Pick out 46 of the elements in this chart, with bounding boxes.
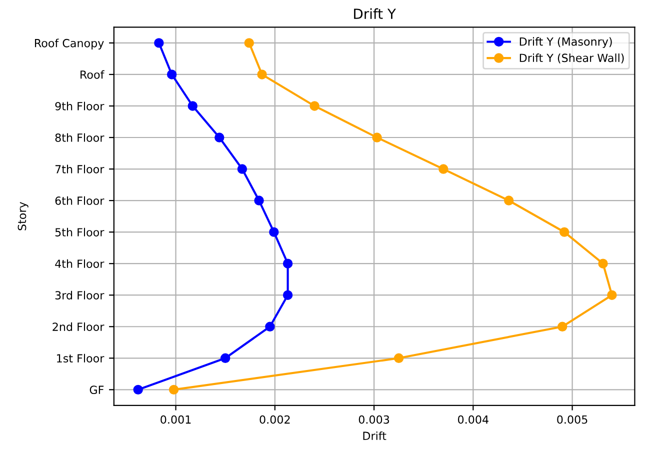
y-tick-label: 9th Floor <box>55 102 104 110</box>
x-tick-label: 0.005 <box>557 415 588 424</box>
point <box>214 132 224 142</box>
y-tick-label: 2nd Floor <box>52 322 104 332</box>
point <box>220 353 230 364</box>
point <box>166 70 177 80</box>
y-axis-title: Story <box>18 202 28 230</box>
legend-label: Drift Y (Masonry) <box>520 37 612 48</box>
y-tick-label: 6th Floor <box>55 196 104 205</box>
point <box>558 322 568 332</box>
y-tick-label: 4th Floor <box>55 259 104 268</box>
legend-label: Drift Y (Shear Wall) <box>520 53 624 64</box>
point <box>265 322 275 332</box>
x-tick-label: 0.002 <box>260 415 290 424</box>
point <box>188 101 198 111</box>
point <box>154 38 164 48</box>
x-tick-label: 0.001 <box>160 415 191 424</box>
y-tick-label: 8th Floor <box>55 133 104 142</box>
point <box>598 258 608 268</box>
point <box>282 290 293 300</box>
point <box>310 101 320 111</box>
y-tick-label: 1st Floor <box>57 354 104 363</box>
point <box>254 196 264 206</box>
point <box>257 70 267 80</box>
x-tick-label: 0.004 <box>458 415 488 424</box>
point <box>559 227 570 237</box>
x-axis-title: Drift <box>363 431 386 440</box>
point <box>168 384 179 395</box>
point <box>438 164 448 174</box>
point <box>133 384 143 395</box>
point <box>394 353 404 364</box>
point <box>504 196 514 206</box>
y-tick-label: 7th Floor <box>55 164 104 174</box>
y-tick-label: 5th Floor <box>55 228 104 236</box>
point <box>237 164 248 174</box>
y-tick-label: 3rd Floor <box>55 290 104 300</box>
y-tick-label: GF <box>90 386 104 394</box>
y-tick-label: Roof <box>80 70 104 79</box>
point <box>607 290 617 300</box>
chart-title: Drift Y <box>354 8 396 19</box>
y-tick-label: Roof Canopy <box>34 38 104 50</box>
point <box>269 227 279 237</box>
point <box>244 38 254 48</box>
point <box>282 258 293 268</box>
x-tick-label: 0.003 <box>358 415 390 424</box>
point <box>372 132 382 142</box>
